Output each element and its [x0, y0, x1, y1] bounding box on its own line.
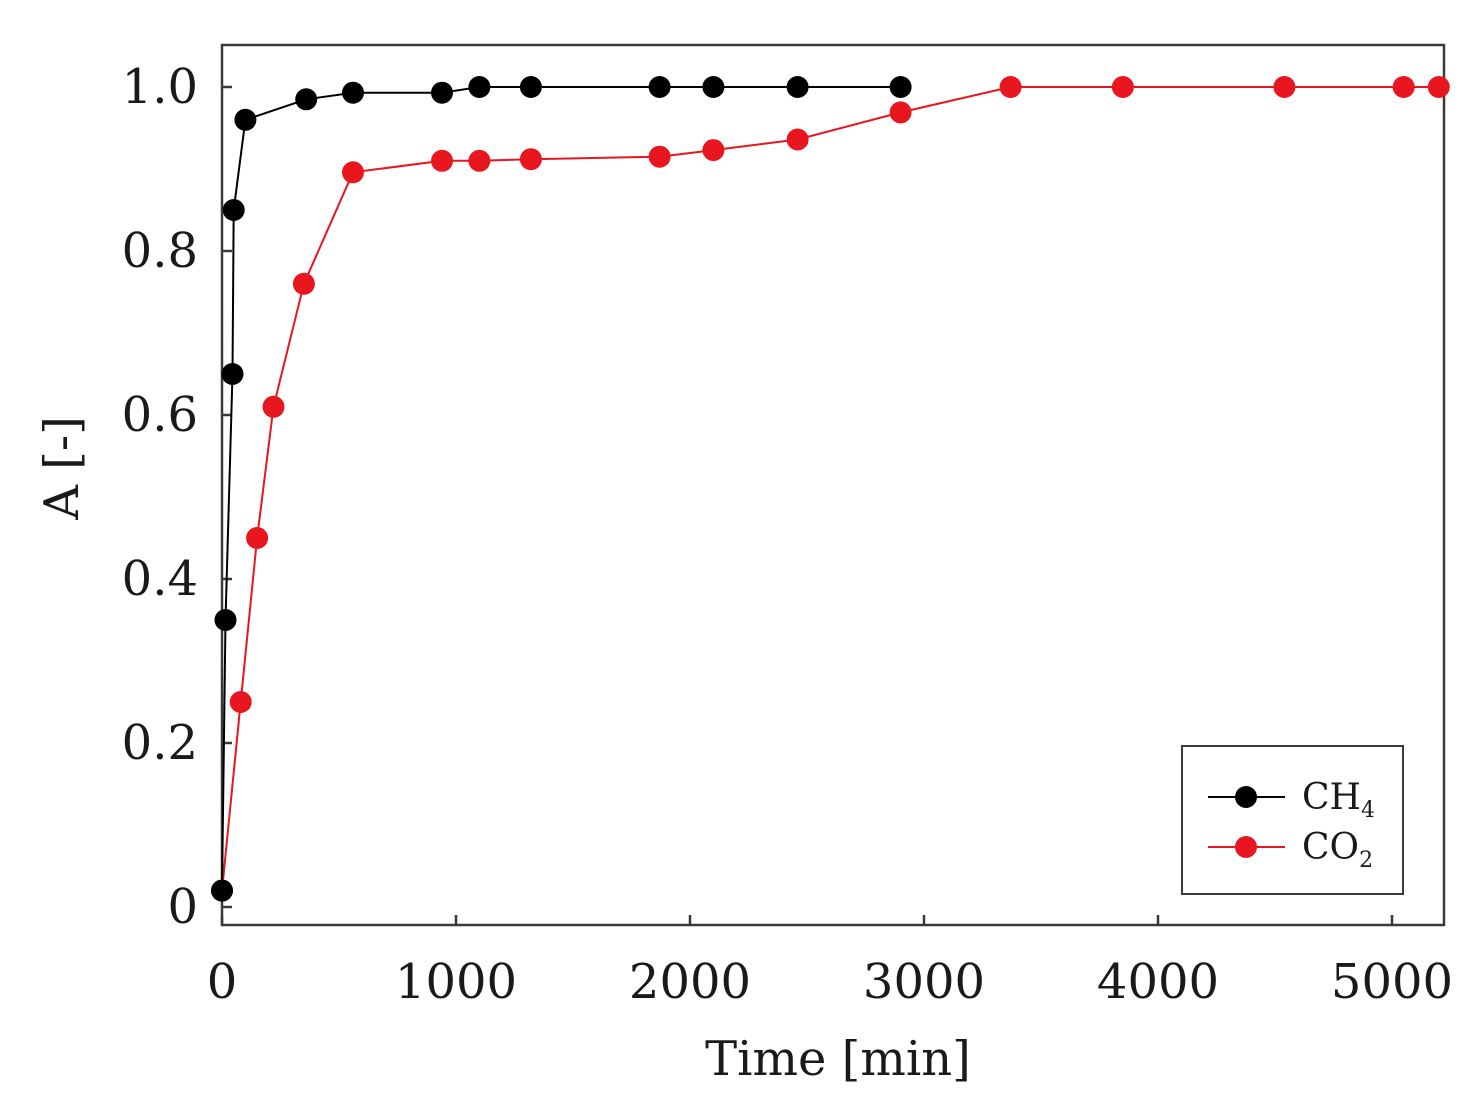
data-point-ch4: [648, 76, 671, 98]
data-point-ch4: [468, 76, 491, 98]
legend-label: CH4: [1302, 777, 1375, 823]
legend-label-subscript: 4: [1361, 798, 1375, 823]
legend-label-main: CH: [1302, 777, 1361, 818]
x-tick-label: 5000: [1331, 954, 1453, 1010]
y-axis-label: A [-]: [34, 416, 90, 521]
plot-frame: [220, 43, 1446, 927]
data-point-co2: [648, 145, 671, 168]
data-point-co2: [1111, 76, 1134, 98]
data-point-ch4: [431, 81, 453, 104]
legend-marker: [1235, 786, 1257, 808]
data-point-ch4: [211, 879, 233, 902]
data-point-co2: [1427, 76, 1450, 98]
data-point-ch4: [786, 76, 809, 98]
y-tick-label: 1.0: [122, 59, 198, 115]
series-line-ch4: [221, 86, 901, 891]
series-layer: [211, 76, 1450, 902]
data-point-ch4: [221, 363, 244, 385]
legend-label: CO2: [1302, 827, 1373, 873]
x-axis-label: Time [min]: [705, 1031, 971, 1087]
data-point-co2: [786, 128, 809, 151]
x-tick-label: 4000: [1097, 954, 1219, 1010]
x-axis-ticks: 0 1000 2000 3000 4000 5000: [207, 915, 1453, 1010]
y-tick-label: 0.4: [122, 551, 198, 607]
data-point-co2: [1273, 76, 1296, 98]
data-point-co2: [229, 691, 252, 713]
legend-label-subscript: 2: [1359, 848, 1373, 873]
data-point-co2: [519, 148, 542, 171]
series-ch4: [211, 76, 912, 902]
x-tick-label: 3000: [863, 954, 985, 1010]
data-point-co2: [431, 149, 453, 172]
data-point-co2: [999, 76, 1022, 98]
y-tick-label: 0: [167, 879, 198, 935]
y-tick-label: 0.8: [122, 223, 198, 279]
legend-label-main: CO: [1302, 827, 1359, 868]
legend-entry-ch4: CH4: [1208, 777, 1375, 823]
x-tick-label: 0: [207, 954, 238, 1010]
data-point-co2: [342, 161, 364, 184]
data-point-co2: [468, 149, 491, 172]
data-point-ch4: [222, 199, 245, 221]
data-point-ch4: [702, 76, 725, 98]
data-point-co2: [702, 139, 725, 162]
data-point-co2: [889, 101, 912, 124]
data-point-co2: [246, 527, 269, 549]
data-point-ch4: [234, 108, 257, 131]
data-point-ch4: [295, 88, 318, 111]
legend-entry-co2: CO2: [1208, 827, 1373, 873]
data-point-ch4: [889, 76, 912, 98]
data-point-ch4: [214, 609, 237, 631]
x-tick-label: 2000: [629, 954, 751, 1010]
data-point-ch4: [342, 81, 364, 104]
series-line-co2: [221, 86, 1439, 891]
y-axis-ticks: 0 0.2 0.4 0.6 0.8 1.0: [122, 59, 232, 935]
data-point-co2: [262, 395, 285, 418]
series-co2: [211, 76, 1450, 902]
x-tick-label: 1000: [395, 954, 517, 1010]
y-tick-label: 0.2: [122, 715, 198, 771]
data-point-co2: [1392, 76, 1415, 98]
data-point-ch4: [519, 76, 542, 98]
y-tick-label: 0.6: [122, 387, 198, 443]
legend-box: [1181, 745, 1404, 895]
data-point-co2: [292, 272, 315, 295]
legend-marker: [1235, 836, 1257, 858]
